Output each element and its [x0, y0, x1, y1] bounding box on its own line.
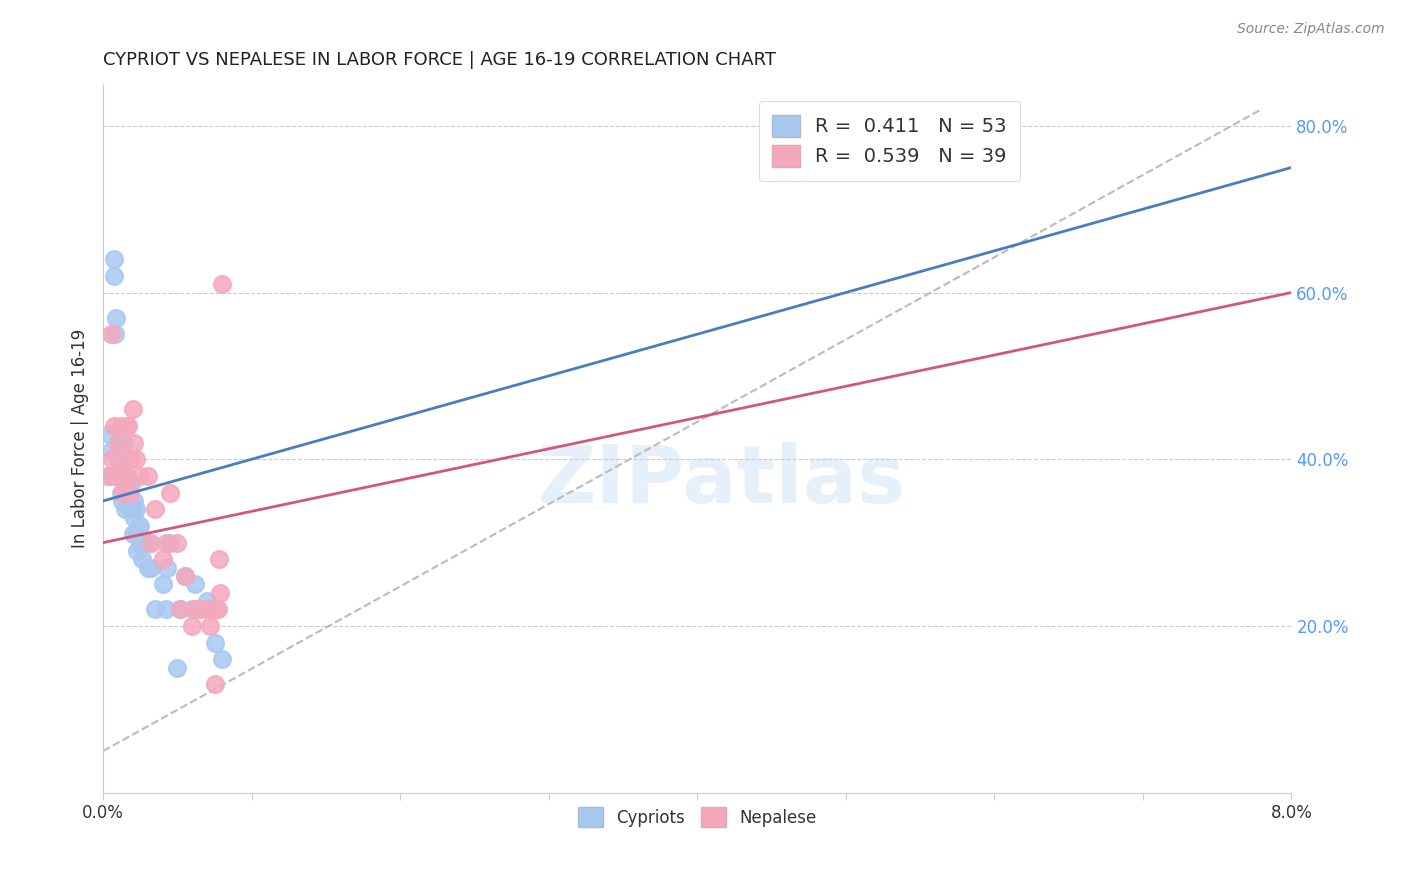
Text: Source: ZipAtlas.com: Source: ZipAtlas.com: [1237, 22, 1385, 37]
Point: [108, 469, 131, 483]
Point: [195, 594, 218, 608]
Point: [112, 469, 135, 483]
Point: [103, 252, 125, 267]
Point: [111, 485, 134, 500]
Point: [110, 418, 132, 433]
Point: [114, 477, 136, 491]
Point: [173, 569, 195, 583]
Point: [204, 677, 226, 691]
Point: [114, 502, 136, 516]
Point: [121, 502, 143, 516]
Point: [152, 552, 174, 566]
Text: ZIPatlas: ZIPatlas: [537, 442, 905, 520]
Point: [103, 268, 125, 283]
Point: [207, 602, 229, 616]
Point: [205, 602, 228, 616]
Point: [97, 469, 120, 483]
Point: [169, 602, 191, 616]
Point: [184, 602, 207, 616]
Point: [124, 510, 146, 524]
Point: [105, 310, 128, 325]
Point: [184, 577, 207, 591]
Point: [181, 602, 204, 616]
Point: [127, 544, 149, 558]
Point: [111, 494, 134, 508]
Text: CYPRIOT VS NEPALESE IN LABOR FORCE | AGE 16-19 CORRELATION CHART: CYPRIOT VS NEPALESE IN LABOR FORCE | AGE…: [103, 51, 776, 69]
Point: [195, 602, 218, 616]
Point: [132, 535, 155, 549]
Point: [110, 469, 132, 483]
Point: [181, 619, 204, 633]
Legend: Cypriots, Nepalese: Cypriots, Nepalese: [571, 800, 824, 834]
Point: [211, 652, 233, 666]
Point: [117, 494, 139, 508]
Point: [156, 560, 179, 574]
Point: [155, 535, 177, 549]
Point: [188, 602, 211, 616]
Point: [107, 435, 129, 450]
Point: [211, 277, 233, 292]
Point: [112, 452, 135, 467]
Point: [198, 619, 221, 633]
Point: [136, 560, 159, 574]
Point: [159, 535, 181, 549]
Point: [129, 519, 152, 533]
Point: [139, 535, 162, 549]
Y-axis label: In Labor Force | Age 16-19: In Labor Force | Age 16-19: [72, 329, 89, 548]
Point: [166, 535, 188, 549]
Point: [136, 535, 159, 549]
Point: [129, 535, 152, 549]
Point: [110, 485, 132, 500]
Point: [112, 435, 135, 450]
Point: [115, 418, 138, 433]
Point: [125, 527, 148, 541]
Point: [118, 485, 141, 500]
Point: [118, 502, 141, 516]
Point: [159, 485, 181, 500]
Point: [128, 519, 150, 533]
Point: [107, 469, 129, 483]
Point: [125, 502, 148, 516]
Point: [100, 443, 122, 458]
Point: [209, 585, 232, 599]
Point: [100, 327, 122, 342]
Point: [101, 452, 124, 467]
Point: [97, 469, 120, 483]
Point: [173, 569, 195, 583]
Point: [107, 435, 129, 450]
Point: [152, 577, 174, 591]
Point: [105, 469, 128, 483]
Point: [204, 635, 226, 649]
Point: [121, 402, 143, 417]
Point: [124, 494, 146, 508]
Point: [115, 485, 138, 500]
Point: [104, 327, 127, 342]
Point: [131, 552, 153, 566]
Point: [125, 452, 148, 467]
Point: [136, 469, 159, 483]
Point: [98, 427, 121, 442]
Point: [120, 452, 142, 467]
Point: [169, 602, 191, 616]
Point: [103, 418, 125, 433]
Point: [155, 602, 177, 616]
Point: [114, 469, 136, 483]
Point: [139, 560, 162, 574]
Point: [121, 527, 143, 541]
Point: [208, 552, 231, 566]
Point: [198, 602, 221, 616]
Point: [107, 452, 129, 467]
Point: [188, 602, 211, 616]
Point: [129, 469, 152, 483]
Point: [124, 435, 146, 450]
Point: [166, 660, 188, 674]
Point: [117, 418, 139, 433]
Point: [101, 469, 124, 483]
Point: [143, 602, 166, 616]
Point: [120, 477, 142, 491]
Point: [115, 469, 138, 483]
Point: [143, 502, 166, 516]
